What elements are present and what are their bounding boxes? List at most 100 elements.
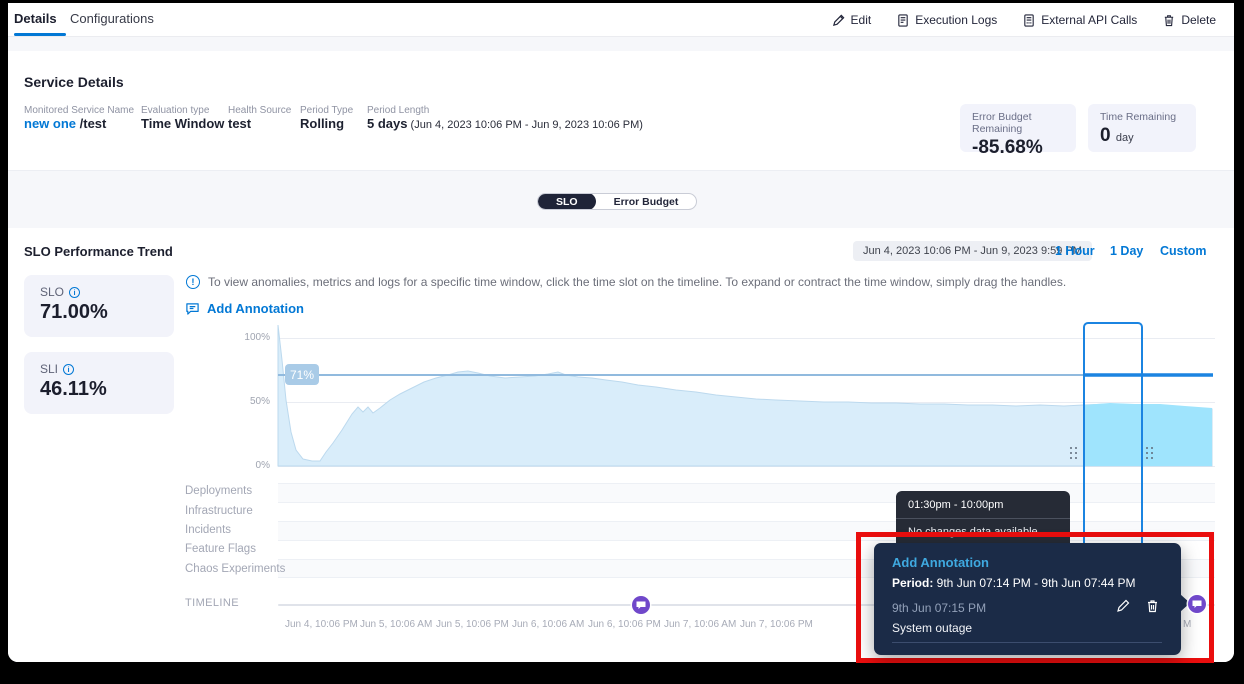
header-actions: Edit Execution Logs External API Calls D… [832,3,1216,37]
info-icon: ! [186,275,200,289]
delete-label: Delete [1181,13,1216,27]
delete-button[interactable]: Delete [1163,13,1216,27]
sli-kpi-label: SLI i [40,362,158,376]
ytick-50: 50% [249,396,270,407]
toggle-slo[interactable]: SLO [538,194,596,209]
row-label-deployments: Deployments [185,485,253,497]
slo-kpi-card: SLO i 71.00% [24,275,174,337]
row-label-infrastructure: Infrastructure [185,505,253,517]
timeline-label: TIMELINE [185,597,239,609]
edit-annotation-icon[interactable] [1116,599,1130,613]
timeline-track[interactable] [278,604,1215,606]
xlabel-4: Jun 6, 10:06 PM [588,619,661,630]
document-icon [898,13,908,27]
field-label-monitored-service: Monitored Service Name [24,105,135,116]
gridline-100 [278,338,1215,339]
period-length-value: 5 days [367,116,408,131]
annotation-marker-selected[interactable] [1188,595,1206,613]
selection-handle-left[interactable] [1070,447,1078,464]
annotation-marker-icon [1192,600,1202,608]
popup-add-annotation-link[interactable]: Add Annotation [892,555,989,570]
monitored-service-link[interactable]: new one [24,116,77,131]
annotation-bubble-icon [186,302,199,315]
xlabel-tail: M [1183,619,1192,630]
error-budget-value: -85.68% [972,137,1043,158]
ytick-100: 100% [244,332,270,343]
tab-details[interactable]: Details [14,11,57,26]
popup-divider [892,642,1162,643]
xlabel-0: Jun 4, 10:06 PM [285,619,358,630]
xlabel-2: Jun 5, 10:06 PM [436,619,509,630]
tooltip-time-range: 01:30pm - 10:00pm [908,499,1004,511]
add-annotation-link[interactable]: Add Annotation [185,301,304,316]
range-1-day[interactable]: 1 Day [1110,244,1144,258]
xlabel-6: Jun 7, 10:06 PM [740,619,813,630]
view-toggle: SLO Error Budget [537,193,698,210]
slo-info-icon[interactable]: i [69,286,81,298]
edit-label: Edit [850,13,872,27]
execution-logs-label: Execution Logs [915,13,998,27]
error-budget-label: Error Budget Remaining [972,111,1032,135]
popup-entry-time: 9th Jun 07:15 PM [892,601,987,615]
sli-kpi-card: SLI i 46.11% [24,352,174,414]
ytick-0: 0% [255,460,270,471]
tooltip-message: No changes data available [908,526,1038,538]
slo-kpi-label: SLO i [40,285,158,299]
sli-info-icon[interactable]: i [63,363,75,375]
field-label-period-type: Period Type [300,105,354,116]
top-tab-bar: Details Configurations Edit Execution Lo… [8,3,1234,37]
popup-period-label: Period: [892,576,934,590]
field-label-health-source: Health Source [228,105,292,116]
row-label-incidents: Incidents [185,524,232,536]
trash-icon [1165,14,1174,26]
tooltip-divider [896,518,1070,519]
toggle-error-budget[interactable]: Error Budget [613,195,679,208]
pencil-icon [832,14,844,26]
annotation-popup: Add Annotation Period: 9th Jun 07:14 PM … [874,543,1190,655]
timeslot-tooltip: 01:30pm - 10:00pm No changes data availa… [896,491,1070,545]
time-remaining-card: Time Remaining 0 day [1088,104,1196,152]
delete-annotation-icon[interactable] [1146,599,1159,613]
popup-period: Period: 9th Jun 07:14 PM - 9th Jun 07:44… [892,576,1135,590]
field-label-evaluation-type: Evaluation type [141,105,210,116]
threshold-badge: 71% [285,364,319,385]
row-label-chaos-experiments: Chaos Experiments [185,563,286,575]
time-remaining-value: 0 day [1100,125,1134,146]
range-custom[interactable]: Custom [1160,244,1207,258]
document-api-icon [1024,13,1035,27]
sli-kpi-value: 46.11% [40,378,107,400]
range-1-hour[interactable]: 1 Hour [1055,244,1095,258]
slo-kpi-value: 71.00% [40,301,108,323]
popup-period-value: 9th Jun 07:14 PM - 9th Jun 07:44 PM [933,576,1136,590]
date-range-chip[interactable]: Jun 4, 2023 10:06 PM - Jun 9, 2023 9:59 … [853,241,1092,261]
time-remaining-label: Time Remaining [1100,111,1177,123]
field-label-period-length: Period Length [367,105,430,116]
add-annotation-label: Add Annotation [207,301,304,316]
period-length-range: (Jun 4, 2023 10:06 PM - Jun 9, 2023 10:0… [407,119,643,131]
selection-handle-right[interactable] [1146,447,1154,464]
popup-entry-actions [1116,599,1159,613]
row-label-feature-flags: Feature Flags [185,543,256,555]
field-value-period-type: Rolling [300,116,345,131]
service-details-title: Service Details [24,74,124,90]
trend-title: SLO Performance Trend [24,244,173,259]
info-banner: ! To view anomalies, metrics and logs fo… [186,275,1136,289]
time-remaining-unit: day [1115,132,1134,144]
xlabel-5: Jun 7, 10:06 AM [664,619,737,630]
xlabel-3: Jun 6, 10:06 AM [512,619,585,630]
field-value-evaluation-type: Time Window [141,116,225,131]
popup-entry-text: System outage [892,621,973,635]
tab-configurations[interactable]: Configurations [70,11,154,26]
edit-button[interactable]: Edit [832,13,872,27]
error-budget-card: Error Budget Remaining -85.68% [960,104,1076,158]
annotation-marker[interactable] [632,596,650,614]
monitored-service-suffix: /test [76,116,107,131]
info-text: To view anomalies, metrics and logs for … [208,275,1067,289]
popup-notch [1180,594,1190,612]
field-value-period-length: 5 days (Jun 4, 2023 10:06 PM - Jun 9, 20… [367,116,643,131]
time-window-selection[interactable] [1083,322,1143,546]
execution-logs-button[interactable]: Execution Logs [897,13,997,27]
external-api-calls-button[interactable]: External API Calls [1023,13,1137,27]
